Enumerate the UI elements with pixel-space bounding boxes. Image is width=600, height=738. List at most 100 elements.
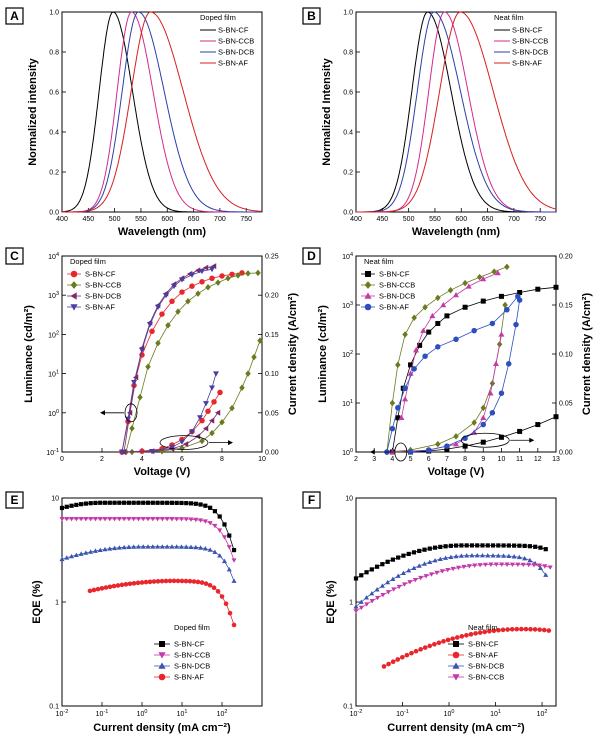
eqe-point: [381, 664, 387, 669]
eqe-point: [131, 500, 136, 505]
eqe-point: [169, 500, 175, 505]
eqe-point: [395, 657, 401, 662]
x-tick-label: 750: [534, 216, 546, 223]
current-point: [179, 439, 185, 445]
eqe-point: [487, 628, 492, 634]
eqe-point: [379, 583, 385, 588]
current-point: [149, 448, 155, 455]
current-point: [203, 425, 209, 432]
eqe-point: [505, 627, 510, 632]
panel-letter: E: [10, 493, 18, 507]
eqe-point: [490, 543, 496, 548]
eqe-point: [369, 567, 374, 572]
current-point: [435, 440, 441, 448]
luminance-point: [411, 366, 417, 372]
current-point: [471, 419, 477, 426]
eqe-point: [358, 605, 364, 611]
series-S-BN-CF: [389, 284, 559, 455]
x-axis-label: Wavelength (nm): [118, 226, 207, 238]
y-tick-label: 100: [48, 409, 59, 418]
x-tick-label: 600: [455, 216, 467, 223]
eqe-point: [188, 544, 194, 549]
y2-tick-label: 0.25: [265, 254, 279, 261]
luminance-point: [169, 298, 175, 305]
luminance-point: [215, 279, 221, 286]
legend-marker: [158, 662, 166, 669]
luminance-point: [553, 284, 559, 290]
eqe-point: [369, 599, 375, 604]
legend-marker: [452, 662, 460, 669]
eqe-point: [164, 517, 170, 522]
eqe-point: [171, 578, 177, 584]
eqe-point: [501, 553, 507, 558]
x-tick-label: 400: [56, 216, 68, 223]
eqe-point: [461, 564, 467, 570]
eqe-point: [511, 554, 517, 559]
y-axis-label: EQE (%): [31, 580, 43, 624]
eqe-point: [195, 579, 201, 585]
current-axis-indicator: [159, 435, 209, 450]
eqe-point: [169, 517, 175, 522]
current-line: [410, 300, 520, 453]
luminance-point: [408, 362, 414, 368]
x-tick-label: 400: [350, 216, 362, 223]
eqe-point: [123, 581, 129, 587]
eqe-point: [411, 550, 417, 555]
eqe-point: [135, 516, 141, 522]
luminance-point: [462, 279, 468, 287]
luminance-point: [440, 302, 447, 308]
eqe-point: [464, 543, 469, 548]
y2-tick-label: 0.20: [265, 293, 279, 300]
luminance-point: [480, 298, 486, 304]
y-tick-label: 1.0: [343, 10, 353, 17]
current-point: [453, 441, 459, 447]
eqe-point: [143, 579, 149, 585]
eqe-point: [112, 545, 118, 551]
y-tick-label: 0.6: [343, 90, 353, 97]
series-S-BN-DCB: [59, 544, 237, 583]
eqe-point: [485, 543, 490, 548]
luminance-point: [159, 311, 165, 317]
x-tick-label: 450: [376, 216, 388, 223]
luminance-point: [245, 270, 251, 277]
x-tick-label: 550: [429, 216, 441, 223]
eqe-point: [506, 553, 512, 559]
eqe-point: [223, 601, 229, 607]
eqe-point: [217, 553, 223, 558]
eqe-point: [445, 637, 451, 643]
eqe-point: [385, 579, 391, 585]
luminance-point: [195, 267, 201, 274]
eqe-point: [183, 578, 189, 584]
y-tick-label: 10-1: [46, 448, 59, 457]
eqe-point: [364, 570, 369, 575]
eqe-point: [520, 562, 526, 568]
eqe-point: [493, 562, 499, 567]
luminance-point: [225, 275, 231, 282]
y-tick-label: 1: [349, 600, 353, 607]
eqe-point: [395, 573, 401, 578]
y-tick-label: 10: [345, 496, 353, 503]
current-point: [197, 415, 203, 421]
eqe-point: [184, 500, 189, 506]
eqe-point: [174, 517, 180, 522]
eqe-point: [536, 563, 542, 568]
current-point: [505, 361, 512, 367]
luminance-point: [395, 404, 401, 411]
current-point: [502, 301, 508, 309]
eqe-point: [475, 543, 480, 548]
eqe-point: [112, 516, 118, 522]
eqe-point: [533, 544, 538, 549]
legend-entry: S-BN-DCB: [174, 662, 210, 671]
eqe-point: [150, 516, 156, 522]
luminance-point: [489, 320, 496, 327]
panel-badge: F: [302, 491, 321, 509]
luminance-point: [189, 283, 195, 289]
x-tick-label: 750: [240, 216, 252, 223]
eqe-point: [193, 501, 198, 506]
panel-letter: F: [308, 493, 315, 507]
luminance-point: [155, 339, 161, 347]
eqe-point: [390, 659, 396, 664]
x-axis-label: Current density (mA cm⁻²): [387, 722, 525, 734]
eqe-point: [211, 585, 217, 591]
luminance-axis-indicator: [124, 403, 138, 423]
